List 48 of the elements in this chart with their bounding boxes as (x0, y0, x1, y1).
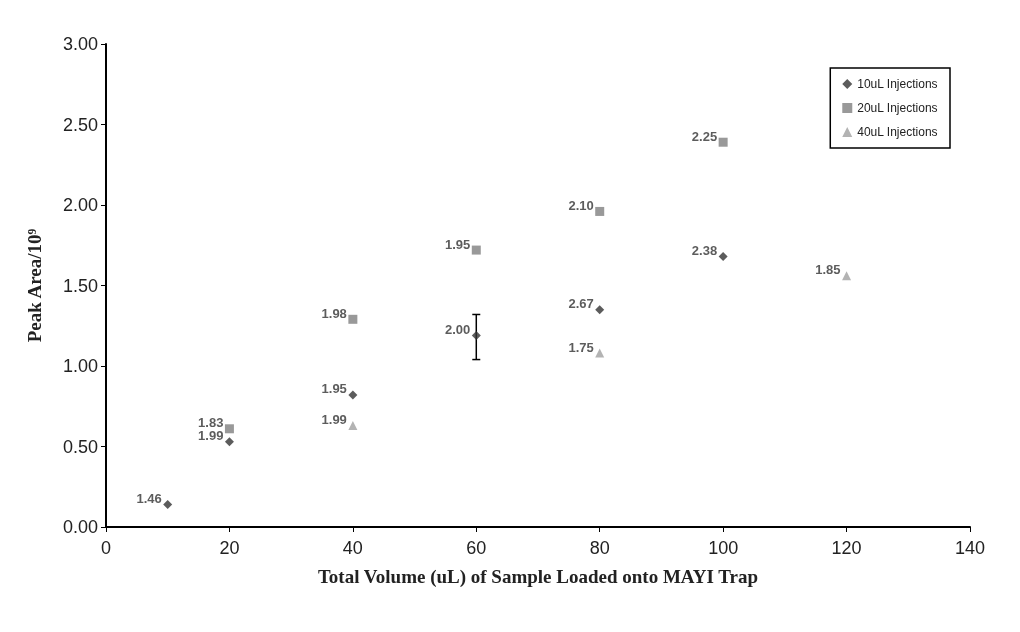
annotation: 2.00 (444, 321, 471, 337)
point (471, 245, 481, 255)
point (348, 314, 358, 324)
y-tick-label: 2.00 (62, 195, 98, 215)
legend-label: 10uL Injections (857, 77, 938, 91)
x-tick-label: 140 (954, 538, 986, 558)
annotation: 1.98 (321, 305, 347, 321)
point (595, 305, 605, 315)
legend-label: 40uL Injections (857, 125, 938, 139)
x-axis-title: Total Volume (uL) of Sample Loaded onto MAYI Trap (317, 566, 759, 588)
y-tick-label: 3.00 (62, 34, 98, 54)
x-tick-label: 80 (589, 538, 610, 558)
annotation: 2.10 (568, 197, 594, 213)
x-tick-label: 20 (219, 538, 240, 558)
x-tick-label: 120 (831, 538, 862, 558)
annotation: 1.83 (198, 415, 224, 431)
x-tick-label: 0 (100, 538, 112, 558)
y-axis-title: Peak Area/10⁹ (24, 228, 45, 343)
y-tick-label: 0.00 (62, 517, 98, 537)
annotation: 1.99 (198, 428, 224, 444)
annotation: 1.95 (321, 381, 347, 397)
y-tick-label: 1.50 (62, 275, 98, 296)
point (718, 137, 728, 147)
annotation: 2.67 (568, 296, 594, 312)
x-tick-label: 60 (466, 538, 487, 558)
annotation: 1.95 (444, 236, 471, 252)
point (163, 499, 173, 509)
y-tick-label: 2.50 (62, 114, 98, 135)
x-tick-label: 100 (708, 538, 739, 558)
point (595, 348, 605, 358)
point (471, 330, 481, 340)
annotation: 2.38 (691, 243, 718, 259)
annotation: 2.25 (691, 128, 718, 144)
point (348, 421, 358, 431)
annotation: 1.46 (136, 490, 162, 506)
point (224, 424, 234, 434)
x-tick-label: 40 (342, 538, 363, 558)
annotation: 1.99 (321, 412, 347, 428)
point (842, 271, 852, 281)
point (224, 437, 234, 447)
annotation: 1.75 (568, 339, 594, 355)
annotation: 1.85 (815, 262, 841, 278)
legend-label: 20uL Injections (857, 101, 938, 115)
y-tick-label: 1.00 (62, 356, 98, 376)
point (595, 206, 605, 216)
point (348, 390, 358, 400)
y-tick-label: 0.50 (62, 436, 98, 457)
point (718, 252, 728, 262)
